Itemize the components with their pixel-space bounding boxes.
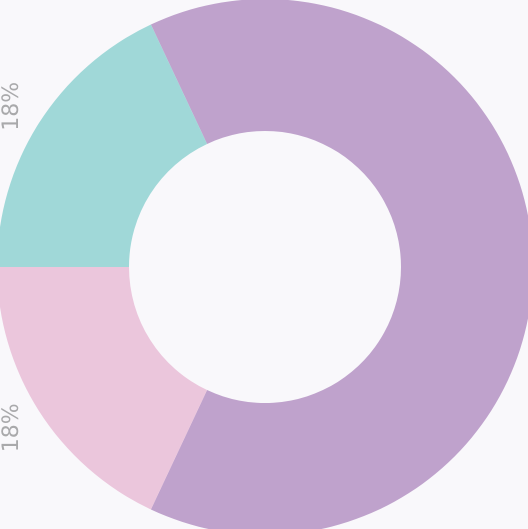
donut-slice <box>150 0 528 529</box>
donut-slice <box>0 267 208 510</box>
slice-label: 18% <box>0 82 24 131</box>
donut-slice <box>0 24 208 267</box>
slice-label: 18% <box>0 403 24 452</box>
